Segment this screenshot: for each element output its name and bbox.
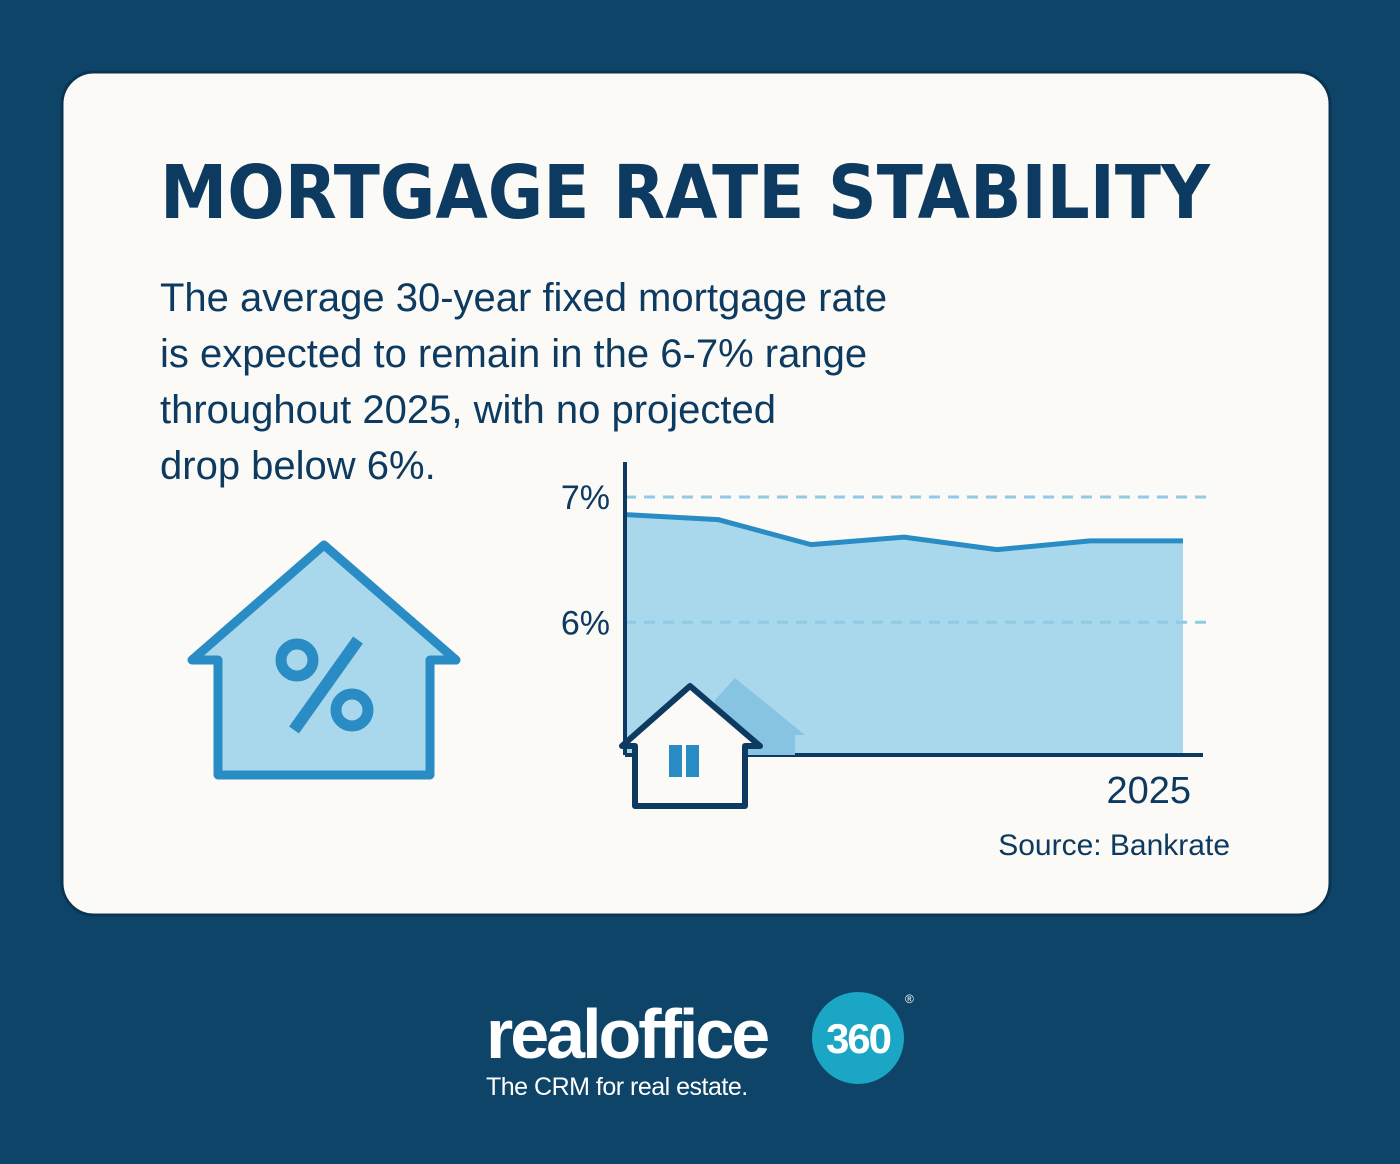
badge-circle [812, 992, 904, 1084]
registered-mark: ® [905, 992, 914, 1006]
source: Source: Bankrate [998, 829, 1230, 862]
y-tick-label: 7% [561, 479, 610, 517]
brand: realoffice [486, 995, 768, 1073]
area-fill [625, 514, 1183, 755]
x-tick-label: 2025 [1106, 770, 1191, 812]
description-line: drop below 6%. [160, 444, 436, 488]
description-line: The average 30-year fixed mortgage rate [160, 276, 887, 320]
tagline: The CRM for real estate. [486, 1073, 748, 1101]
description-line: throughout 2025, with no projected [160, 388, 776, 432]
y-tick-label: 6% [561, 604, 610, 642]
description-line: is expected to remain in the 6-7% range [160, 332, 867, 376]
house-percent-icon [187, 540, 461, 780]
line [624, 512, 1183, 553]
house-icon [619, 678, 805, 809]
description: The average 30-year fixed mortgage rate i… [160, 276, 887, 488]
title: MORTGAGE RATE STABILITY [160, 150, 1211, 236]
chart: 6% 7% 2025 [561, 462, 1213, 812]
badge: 360 [826, 1015, 891, 1062]
